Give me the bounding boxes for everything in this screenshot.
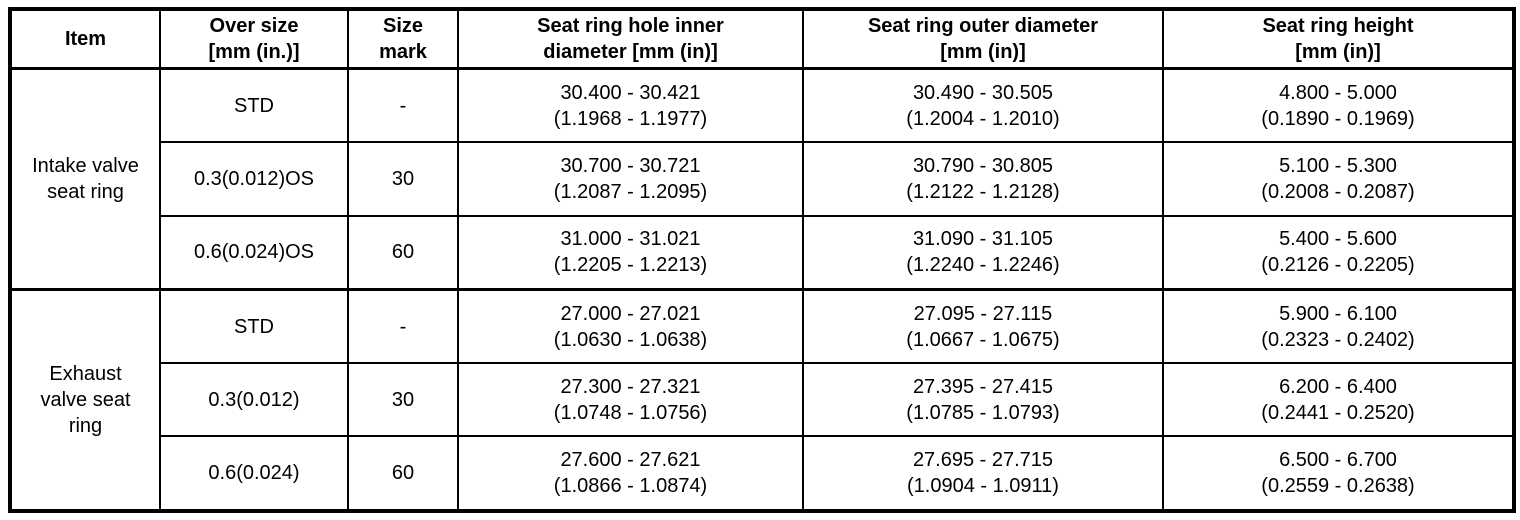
- header-cell-outer-diameter: Seat ring outer diameter [mm (in)]: [802, 8, 1164, 70]
- table-cell-height: 6.500 - 6.700 (0.2559 - 0.2638): [1162, 435, 1515, 512]
- table-cell-outer-diameter: 30.490 - 30.505 (1.2004 - 1.2010): [802, 67, 1164, 144]
- table-cell-over-size: 0.3(0.012): [159, 362, 349, 438]
- table-row: 0.3(0.012)OS 30 30.700 - 30.721 (1.2087 …: [10, 141, 1515, 217]
- table-cell-height: 5.900 - 6.100 (0.2323 - 0.2402): [1162, 287, 1515, 365]
- table-cell-size-mark: 60: [347, 214, 459, 291]
- table-cell-height: 4.800 - 5.000 (0.1890 - 0.1969): [1162, 67, 1515, 144]
- header-row: Item Over size [mm (in.)] Size mark Seat…: [9, 8, 1515, 70]
- table-cell-over-size: STD: [159, 287, 349, 365]
- table-cell-outer-diameter: 27.095 - 27.115 (1.0667 - 1.0675): [802, 287, 1164, 365]
- table-cell-over-size: 0.6(0.024): [159, 435, 349, 512]
- item-group-label-intake: Intake valve seat ring: [9, 67, 161, 291]
- header-cell-item: Item: [9, 8, 161, 70]
- spec-table: Item Over size [mm (in.)] Size mark Seat…: [8, 7, 1516, 513]
- table-row: 0.6(0.024)OS 60 31.000 - 31.021 (1.2205 …: [10, 214, 1515, 291]
- table-cell-size-mark: -: [347, 67, 459, 144]
- table-row: 0.3(0.012) 30 27.300 - 27.321 (1.0748 - …: [10, 362, 1515, 438]
- header-cell-size-mark: Size mark: [347, 8, 459, 70]
- header-cell-height: Seat ring height [mm (in)]: [1162, 8, 1515, 70]
- item-group-label-exhaust: Exhaust valve seat ring: [9, 287, 161, 512]
- table-cell-size-mark: 30: [347, 141, 459, 217]
- table-cell-inner-diameter: 30.700 - 30.721 (1.2087 - 1.2095): [457, 141, 804, 217]
- table-cell-outer-diameter: 31.090 - 31.105 (1.2240 - 1.2246): [802, 214, 1164, 291]
- table-cell-height: 5.100 - 5.300 (0.2008 - 0.2087): [1162, 141, 1515, 217]
- header-cell-over-size: Over size [mm (in.)]: [159, 8, 349, 70]
- table-cell-inner-diameter: 27.600 - 27.621 (1.0866 - 1.0874): [457, 435, 804, 512]
- table-row: 0.6(0.024) 60 27.600 - 27.621 (1.0866 - …: [10, 435, 1515, 512]
- table-cell-outer-diameter: 30.790 - 30.805 (1.2122 - 1.2128): [802, 141, 1164, 217]
- table-cell-inner-diameter: 27.300 - 27.321 (1.0748 - 1.0756): [457, 362, 804, 438]
- table-cell-height: 6.200 - 6.400 (0.2441 - 0.2520): [1162, 362, 1515, 438]
- table-cell-over-size: 0.3(0.012)OS: [159, 141, 349, 217]
- table-cell-inner-diameter: 31.000 - 31.021 (1.2205 - 1.2213): [457, 214, 804, 291]
- table-row: Intake valve seat ring STD - 30.400 - 30…: [9, 67, 1515, 291]
- table-cell-inner-diameter: 27.000 - 27.021 (1.0630 - 1.0638): [457, 287, 804, 365]
- table-cell-over-size: 0.6(0.024)OS: [159, 214, 349, 291]
- table-cell-inner-diameter: 30.400 - 30.421 (1.1968 - 1.1977): [457, 67, 804, 144]
- table-cell-height: 5.400 - 5.600 (0.2126 - 0.2205): [1162, 214, 1515, 291]
- table-cell-outer-diameter: 27.695 - 27.715 (1.0904 - 1.0911): [802, 435, 1164, 512]
- table-cell-size-mark: -: [347, 287, 459, 365]
- table-cell-size-mark: 60: [347, 435, 459, 512]
- header-cell-inner-diameter: Seat ring hole inner diameter [mm (in)]: [457, 8, 804, 70]
- table-cell-size-mark: 30: [347, 362, 459, 438]
- table-cell-over-size: STD: [159, 67, 349, 144]
- table-cell-outer-diameter: 27.395 - 27.415 (1.0785 - 1.0793): [802, 362, 1164, 438]
- table-row: Exhaust valve seat ring STD - 27.000 - 2…: [9, 287, 1515, 512]
